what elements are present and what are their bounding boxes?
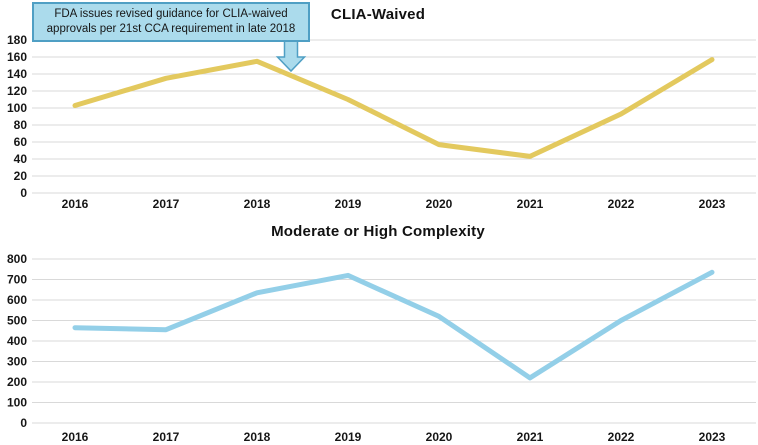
- data-line: [72, 269, 715, 381]
- x-tick-label: 2020: [426, 197, 453, 211]
- y-tick-label: 800: [7, 252, 27, 266]
- y-tick-label: 100: [7, 396, 27, 410]
- clia-waived-line-chart: 0 20 40 60 80 100 120 140 160 180 2016 2017 2018 2019…: [7, 33, 756, 211]
- y-tick-label: 60: [14, 135, 28, 149]
- y-tick-label: 700: [7, 273, 27, 287]
- clia-waived-chart-title: CLIA-Waived: [330, 6, 426, 23]
- x-tick-label: 2019: [335, 430, 362, 444]
- x-tick-label: 2022: [608, 430, 635, 444]
- x-tick-label: 2017: [153, 197, 180, 211]
- y-tick-label: 0: [20, 186, 27, 200]
- y-tick-label: 0: [20, 416, 27, 430]
- y-tick-label: 400: [7, 334, 27, 348]
- y-tick-label: 20: [14, 169, 28, 183]
- y-tick-label: 80: [14, 118, 28, 132]
- y-tick-label: 200: [7, 375, 27, 389]
- x-tick-label: 2016: [62, 197, 89, 211]
- annotation-callout: FDA issues revised guidance for CLIA-wai…: [32, 2, 310, 43]
- moderate-high-line-chart: 0 100 200 300 400 500 600 700 800 2016 2017 2018 201…: [7, 252, 756, 444]
- y-tick-label: 40: [14, 152, 28, 166]
- x-tick-label: 2022: [608, 197, 635, 211]
- x-tick-label: 2018: [244, 430, 271, 444]
- moderate-high-chart-title: Moderate or High Complexity: [271, 223, 485, 240]
- x-tick-label: 2020: [426, 430, 453, 444]
- y-tick-label: 600: [7, 293, 27, 307]
- y-tick-label: 100: [7, 101, 27, 115]
- y-tick-label: 180: [7, 33, 27, 47]
- x-tick-label: 2016: [62, 430, 89, 444]
- x-tick-label: 2023: [699, 430, 726, 444]
- data-line: [72, 57, 715, 159]
- x-tick-label: 2018: [244, 197, 271, 211]
- y-tick-label: 140: [7, 67, 27, 81]
- x-tick-label: 2023: [699, 197, 726, 211]
- y-tick-label: 300: [7, 355, 27, 369]
- x-tick-label: 2021: [517, 430, 544, 444]
- y-tick-label: 500: [7, 314, 27, 328]
- y-tick-label: 160: [7, 50, 27, 64]
- y-tick-label: 120: [7, 84, 27, 98]
- x-tick-label: 2021: [517, 197, 544, 211]
- x-tick-label: 2017: [153, 430, 180, 444]
- x-tick-label: 2019: [335, 197, 362, 211]
